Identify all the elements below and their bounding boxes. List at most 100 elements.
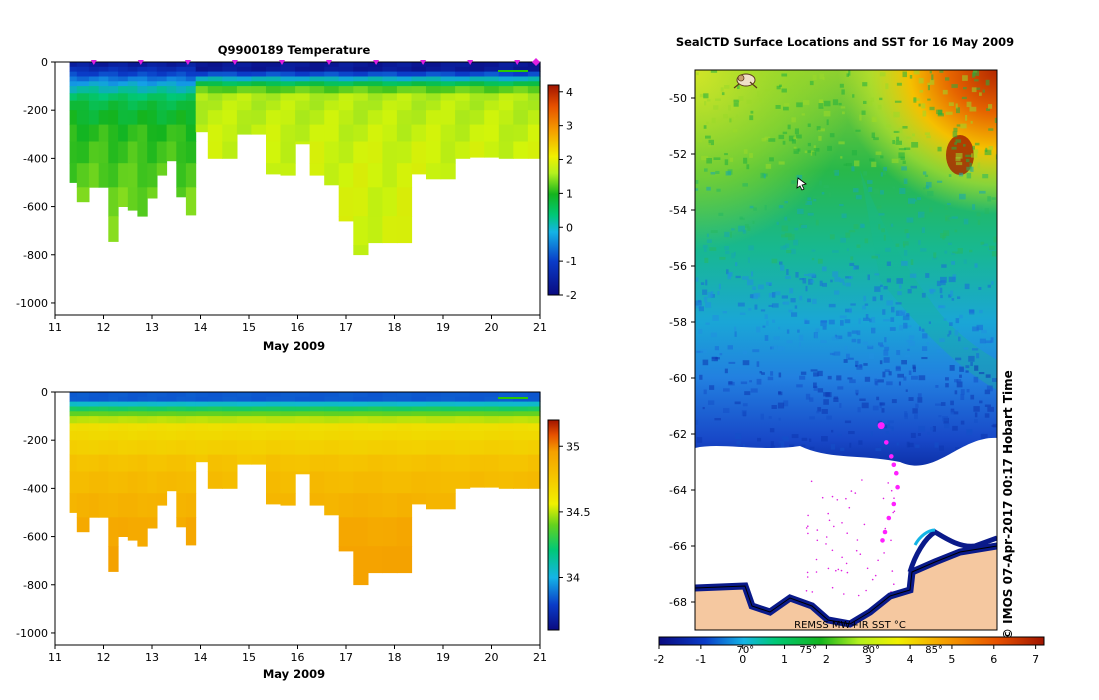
sst-speckle (707, 292, 713, 298)
temperature-cell (185, 86, 197, 94)
sst-speckle (954, 142, 957, 145)
sst-speckle (896, 82, 902, 86)
temperature-x-tick-label: 17 (339, 321, 353, 334)
sst-speckle (695, 304, 702, 309)
temperature-cell (207, 110, 223, 126)
temperature-x-tick-label: 21 (533, 321, 547, 334)
sst-speckle (853, 188, 859, 193)
sst-speckle (695, 300, 702, 306)
salinity-cell (411, 406, 427, 412)
sst-speckle (719, 353, 723, 356)
salinity-cell (324, 440, 340, 456)
sst-speckle (845, 282, 851, 287)
ice-dot (841, 556, 843, 559)
temperature-cell (527, 141, 541, 159)
salinity-cell (156, 454, 168, 472)
sst-speckle (991, 281, 994, 285)
sst-speckle (890, 223, 894, 227)
sst-speckle (809, 446, 815, 450)
salinity-cell (484, 401, 500, 407)
salinity-cell (484, 416, 500, 424)
salinity-cell (195, 411, 209, 417)
temperature-cell (338, 66, 354, 72)
temperature-cell (176, 71, 187, 77)
temperature-cell (469, 81, 485, 87)
sst-speckle (849, 379, 856, 384)
ice-dot (882, 497, 885, 500)
temperature-cell (426, 110, 442, 126)
temperature-cell (207, 71, 223, 77)
sst-speckle (919, 90, 924, 93)
sst-speckle (881, 344, 889, 347)
salinity-cell (108, 440, 119, 456)
temperature-cell (396, 141, 413, 164)
salinity-cell (426, 471, 442, 494)
temperature-cell (98, 124, 109, 142)
ice-dot (825, 536, 828, 538)
ice-dot (892, 511, 894, 514)
temperature-cell (98, 62, 109, 68)
salinity-cell (396, 430, 413, 441)
sst-speckle (927, 98, 931, 101)
salinity-x-tick-label: 20 (485, 651, 499, 664)
salinity-cell (118, 416, 129, 424)
salinity-cell (156, 440, 168, 456)
temperature-cell (98, 71, 109, 77)
sst-speckle (695, 188, 699, 191)
sst-speckle (917, 393, 922, 397)
temperature-colorbar-tick-label: 2 (566, 154, 573, 167)
sst-speckle (778, 161, 785, 165)
sst-speckle (826, 119, 829, 126)
sst-map-frame (694, 69, 998, 631)
sst-speckle (837, 386, 844, 390)
sst-speckle (837, 433, 842, 436)
sst-speckle (914, 414, 918, 420)
sst-speckle (939, 287, 943, 294)
sst-speckle (849, 442, 852, 448)
sst-speckle (805, 393, 811, 400)
temperature-cell (195, 110, 209, 126)
sst-speckle (833, 396, 839, 399)
sst-speckle (797, 148, 801, 152)
temperature-cell (498, 124, 514, 142)
salinity-cell (166, 411, 177, 417)
sst-speckle (898, 381, 901, 386)
sst-speckle (809, 80, 814, 86)
salinity-cell (411, 396, 427, 402)
sst-speckle (742, 444, 746, 447)
temperature-cell (88, 81, 100, 87)
salinity-cell (440, 396, 456, 402)
temperature-y-tick-label: -400 (23, 152, 48, 165)
temperature-cell (324, 141, 340, 164)
sst-speckle (904, 354, 911, 358)
sst-speckle (906, 441, 910, 448)
salinity-cell (527, 401, 541, 407)
sst-speckle (970, 394, 975, 400)
sst-speckle (799, 375, 806, 380)
temperature-cell (166, 62, 177, 68)
lon-tick-label: 75° (799, 645, 817, 656)
sst-speckle (807, 212, 814, 216)
temperature-cell (396, 86, 413, 94)
sst-speckle (954, 330, 959, 336)
seal-track-points (877, 422, 900, 543)
sst-speckle (846, 248, 849, 252)
salinity-cell (118, 411, 129, 417)
salinity-cell (469, 430, 485, 441)
sst-speckle (728, 361, 736, 364)
sst-speckle (884, 369, 890, 372)
sst-speckle (944, 205, 948, 210)
sst-speckle (838, 141, 845, 145)
temperature-cell (137, 62, 148, 68)
temperature-cell (382, 110, 398, 126)
temperature-cell (147, 62, 158, 68)
sst-speckle (886, 381, 893, 386)
salinity-cell (118, 401, 129, 407)
lat-tick-label: -66 (669, 540, 687, 553)
salinity-cell (156, 471, 168, 494)
temperature-cell (266, 62, 282, 68)
temperature-cell (469, 93, 485, 101)
sea-ice-edge-dots (805, 479, 896, 597)
sst-speckle (886, 124, 891, 128)
sst-speckle (955, 103, 958, 109)
